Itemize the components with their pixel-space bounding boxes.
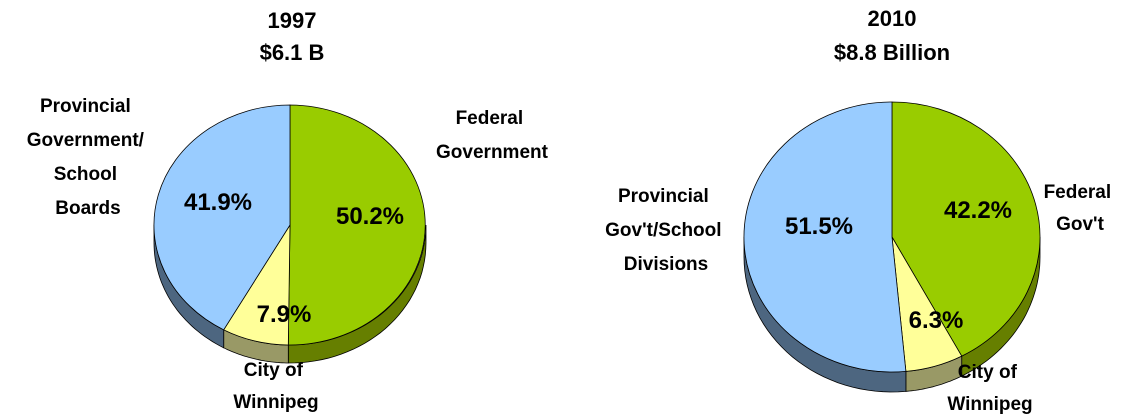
slice-label-provincial: Provincial Gov't/School Divisions xyxy=(605,186,727,275)
pie-slice-0 xyxy=(287,104,426,346)
pie-chart-2010: 2010 $8.8 Billion Federal Gov't City of … xyxy=(605,6,1117,415)
pie-slice-2 xyxy=(153,104,291,331)
slice-value-provincial: 41.9% xyxy=(184,189,252,216)
slice-label-city: City of Winnipeg xyxy=(947,362,1032,415)
slice-value-provincial: 51.5% xyxy=(785,213,853,240)
slice-label-provincial: Provincial Government/ School Boards xyxy=(27,96,149,219)
chart-title: 2010 xyxy=(868,6,917,31)
chart-subtitle: $6.1 B xyxy=(260,40,325,65)
chart-title: 1997 xyxy=(268,8,317,33)
chart-subtitle: $8.8 Billion xyxy=(834,40,950,65)
slice-value-city: 6.3% xyxy=(909,307,964,334)
slice-label-federal: Federal Gov't xyxy=(1044,182,1117,235)
slice-value-federal: 42.2% xyxy=(944,197,1012,224)
pie-slice-2 xyxy=(743,101,907,373)
slice-label-city: City of Winnipeg xyxy=(233,360,318,413)
pie-slice-0 xyxy=(891,101,1041,357)
slice-label-federal: Federal Government xyxy=(436,108,549,163)
pie-chart-1997: 1997 $6.1 B Federal Government City of W… xyxy=(27,8,549,413)
slice-value-federal: 50.2% xyxy=(336,203,404,230)
slice-value-city: 7.9% xyxy=(257,301,312,328)
